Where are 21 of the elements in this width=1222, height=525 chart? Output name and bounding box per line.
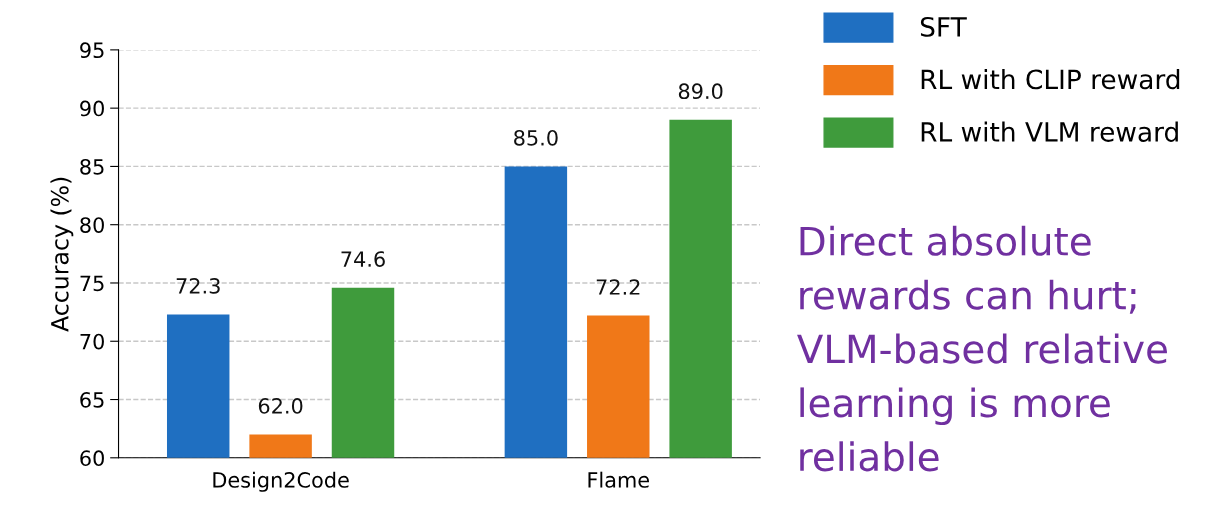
x-tick-label: Design2Code <box>213 471 349 492</box>
y-axis-title: Accuracy (%) <box>50 177 74 332</box>
x-tick-label: Flame <box>588 471 649 488</box>
y-tick-label: 65 <box>80 391 104 408</box>
y-tick-label: 80 <box>80 217 104 233</box>
legend-label: RL with CLIP reward <box>921 68 1180 90</box>
y-tick-label: 85 <box>80 158 104 175</box>
legend-label: RL with VLM reward <box>921 121 1178 142</box>
y-tick-label: 60 <box>80 450 104 467</box>
y-tick-label: 90 <box>80 100 104 117</box>
legend-label: SFT <box>920 16 967 37</box>
text: Direct absolute rewards can hurt; VLM-based relative learning is more reliable <box>797 225 1167 472</box>
y-tick-label: 75 <box>80 275 104 292</box>
y-tick-label: 95 <box>80 42 104 59</box>
data-label: 74.6 <box>341 251 385 267</box>
data-label: 89.0 <box>678 83 723 100</box>
y-tick-label: 70 <box>80 333 104 350</box>
data-label: 85.0 <box>514 129 558 146</box>
data-label: 72.3 <box>176 277 220 294</box>
data-label: 62.0 <box>258 398 303 414</box>
data-label: 72.2 <box>596 279 640 295</box>
